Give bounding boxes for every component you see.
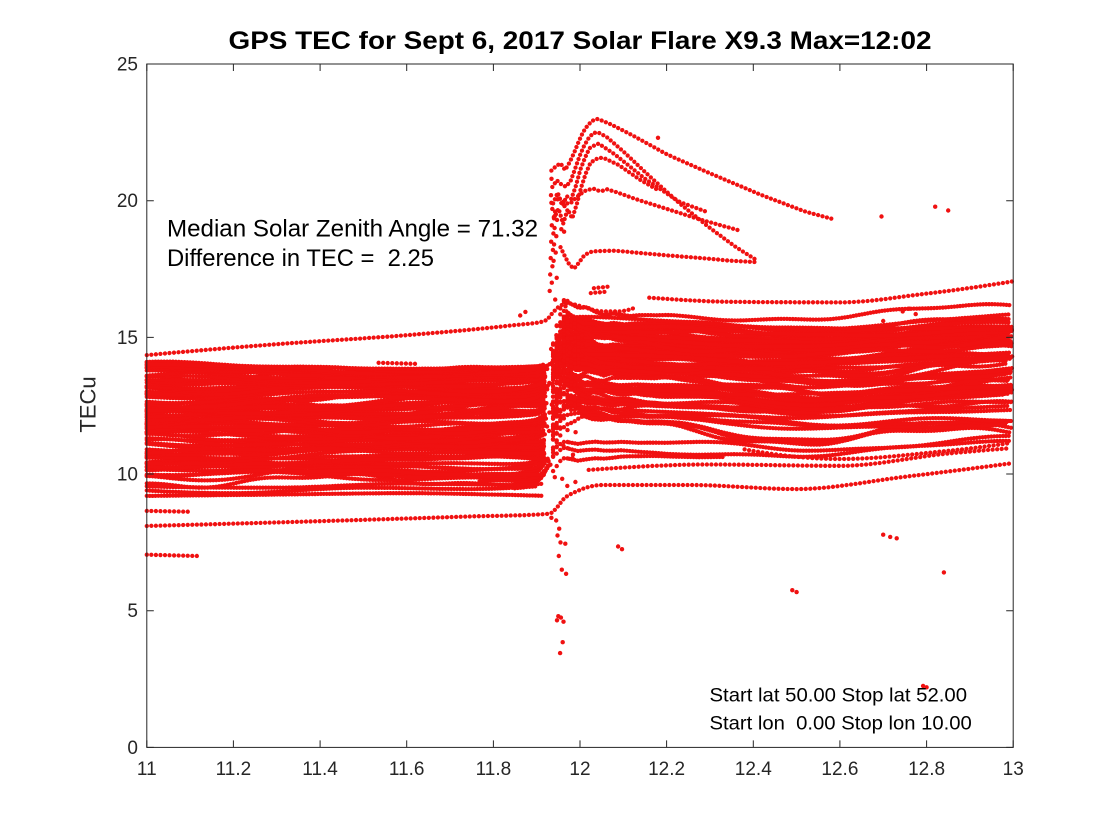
svg-text:25: 25 bbox=[117, 55, 138, 76]
svg-text:13: 13 bbox=[1003, 759, 1024, 780]
svg-text:0: 0 bbox=[127, 738, 138, 759]
svg-text:5: 5 bbox=[127, 601, 138, 622]
svg-text:11.6: 11.6 bbox=[389, 759, 425, 780]
svg-text:GPS TEC for Sept 6, 2017 Solar: GPS TEC for Sept 6, 2017 Solar Flare X9.… bbox=[229, 27, 932, 55]
svg-text:11.2: 11.2 bbox=[216, 759, 252, 780]
svg-text:20: 20 bbox=[117, 191, 138, 212]
svg-text:10: 10 bbox=[117, 465, 138, 486]
svg-text:Start lat 50.00 Stop lat 52.00: Start lat 50.00 Stop lat 52.00 bbox=[710, 684, 968, 706]
svg-text:15: 15 bbox=[117, 328, 138, 349]
svg-text:Start lon 0.00 Stop lon 10.00: Start lon 0.00 Stop lon 10.00 bbox=[710, 713, 972, 735]
svg-text:Difference in TEC = 2.25: Difference in TEC = 2.25 bbox=[167, 245, 434, 272]
svg-text:12: 12 bbox=[569, 759, 590, 780]
svg-text:12.4: 12.4 bbox=[735, 759, 772, 780]
svg-text:TECu: TECu bbox=[76, 376, 101, 432]
svg-text:12.2: 12.2 bbox=[648, 759, 685, 780]
svg-text:12.8: 12.8 bbox=[908, 759, 945, 780]
svg-text:Median Solar Zenith Angle = 71: Median Solar Zenith Angle = 71.32 bbox=[167, 216, 538, 243]
svg-text:11.4: 11.4 bbox=[302, 759, 338, 780]
svg-text:11: 11 bbox=[137, 759, 157, 780]
svg-text:12.6: 12.6 bbox=[821, 759, 858, 780]
svg-text:11.8: 11.8 bbox=[476, 759, 512, 780]
